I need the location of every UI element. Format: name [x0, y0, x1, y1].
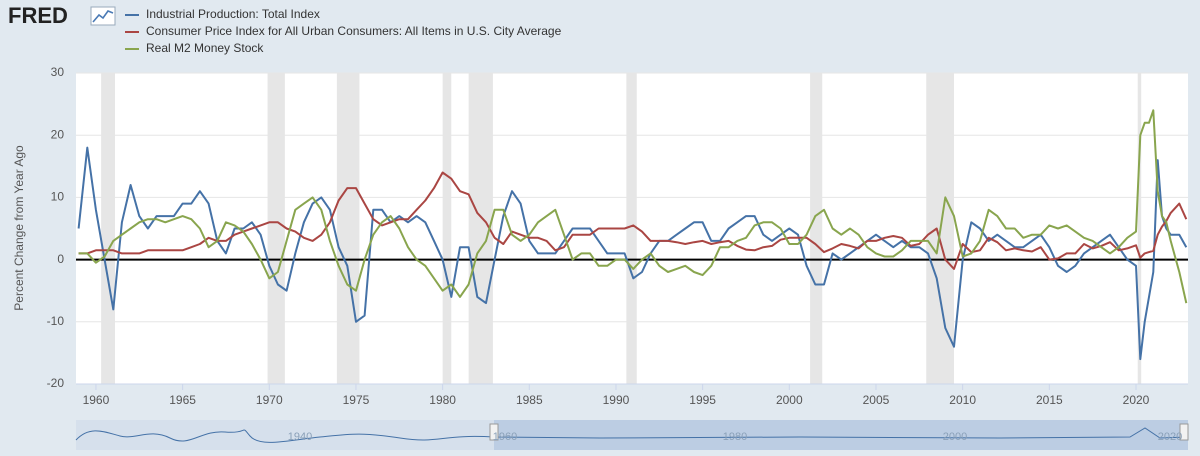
- x-tick-label: 2000: [776, 393, 803, 407]
- recession-band: [626, 73, 637, 384]
- navigator-handle[interactable]: [1179, 423, 1189, 441]
- series-group: [77, 109, 1188, 361]
- x-tick-label: 1985: [516, 393, 543, 407]
- series-line: [78, 171, 1188, 270]
- x-tick-label: 1990: [603, 393, 630, 407]
- navigator-label: 1960: [493, 431, 517, 443]
- legend-label: Industrial Production: Total Index: [146, 7, 320, 21]
- y-tick-label: -20: [47, 376, 65, 390]
- y-tick-label: 10: [51, 190, 65, 204]
- navigator-label: 2000: [943, 431, 967, 443]
- navigator-line: [75, 427, 1189, 443]
- x-tick-label: 2005: [863, 393, 890, 407]
- y-axis-title: Percent Change from Year Ago: [12, 145, 26, 311]
- navigator-label: 1980: [723, 431, 747, 443]
- y-tick-label: 0: [57, 252, 64, 266]
- navigator-selection[interactable]: [494, 420, 1188, 450]
- y-tick-label: 20: [51, 127, 65, 141]
- recession-band: [1137, 73, 1142, 384]
- recession-band: [442, 73, 452, 384]
- series-line: [78, 109, 1188, 304]
- legend-label: Consumer Price Index for All Urban Consu…: [146, 24, 562, 38]
- x-tick-label: 1980: [429, 393, 456, 407]
- recession-band: [101, 73, 116, 384]
- x-tick-label: 1970: [256, 393, 283, 407]
- navigator: [75, 420, 1189, 450]
- navigator-label: 2020: [1158, 431, 1182, 443]
- navigator-handle[interactable]: [489, 423, 499, 441]
- x-tick-label: 1995: [689, 393, 716, 407]
- legend-label: Real M2 Money Stock: [146, 41, 264, 55]
- x-tick-label: 1960: [83, 393, 110, 407]
- x-tick-label: 1965: [169, 393, 196, 407]
- navigator-label: 1940: [288, 431, 312, 443]
- x-tick-label: 2010: [949, 393, 976, 407]
- recession-band: [267, 73, 285, 384]
- x-tick-label: 2015: [1036, 393, 1063, 407]
- y-tick-label: -10: [47, 314, 65, 328]
- x-tick-label: 1975: [343, 393, 370, 407]
- y-tick-label: 30: [51, 65, 65, 79]
- recession-band: [810, 73, 823, 384]
- recession-band: [336, 73, 360, 384]
- logo: FRED: [8, 3, 68, 28]
- logo-icon: [90, 6, 116, 26]
- x-tick-label: 2020: [1123, 393, 1150, 407]
